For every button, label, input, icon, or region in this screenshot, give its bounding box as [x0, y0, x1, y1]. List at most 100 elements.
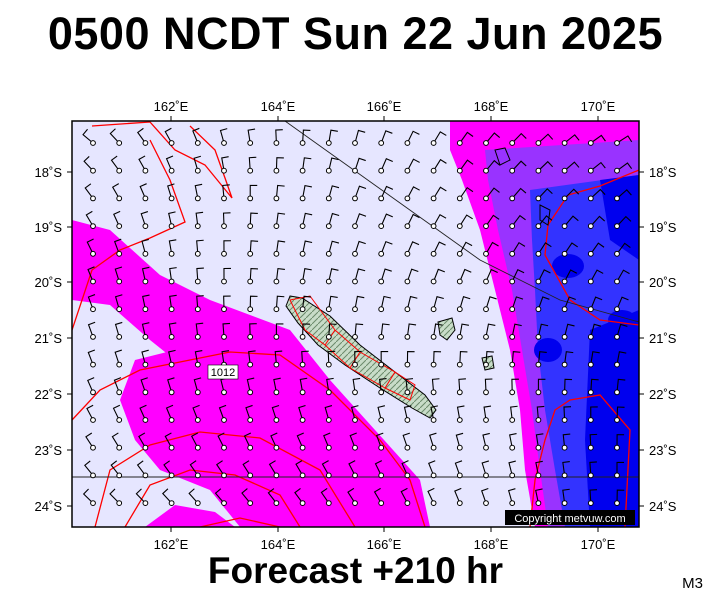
wind-barb [87, 266, 96, 285]
wind-barb [535, 215, 553, 230]
wind-barb [535, 488, 543, 507]
forecast-title: 0500 NCDT Sun 22 Jun 2025 [47, 8, 664, 59]
wind-barb [587, 461, 597, 479]
vanuatu-island [494, 147, 511, 166]
wind-barb [508, 460, 516, 479]
wind-barb [430, 158, 447, 174]
vanuatu-island [539, 204, 551, 226]
wind-barb [114, 294, 123, 313]
wind-barb [221, 267, 231, 285]
lat-label-right: 19˚S [649, 220, 677, 235]
wind-barb [375, 432, 385, 451]
wind-barb [113, 210, 123, 230]
wind-barb [378, 323, 390, 340]
wind-barb [535, 188, 553, 202]
wind-barb [614, 215, 632, 230]
wind-barb [247, 323, 257, 340]
wind-barb [167, 183, 175, 202]
wind-barb [483, 405, 492, 423]
wind-barb [614, 378, 626, 396]
wind-barb [299, 350, 309, 368]
wind-barb [268, 460, 280, 479]
wind-barb [350, 405, 359, 423]
wind-barb [165, 155, 175, 174]
wind-barb [87, 321, 96, 340]
wind-barb [352, 323, 364, 340]
wind-barb [270, 432, 280, 451]
wind-barb [141, 238, 149, 257]
wind-barb [194, 211, 204, 230]
wind-barb [507, 488, 516, 507]
wind-barb [347, 487, 358, 507]
wind-barb [352, 268, 366, 285]
wind-barb [247, 350, 256, 368]
wind-barb [299, 129, 311, 146]
wind-barb [194, 183, 203, 202]
wind-barb [378, 213, 393, 230]
wind-barb [401, 460, 411, 479]
boundary-line [284, 121, 639, 323]
wind-barb [168, 349, 176, 368]
lat-label-right: 24˚S [649, 499, 677, 514]
wind-barb [404, 241, 420, 257]
wind-barb [86, 238, 96, 257]
wind-barb [294, 488, 306, 507]
wind-barb [299, 268, 312, 285]
wind-barb [509, 132, 527, 146]
wind-barb [614, 189, 632, 202]
wind-barb [587, 161, 606, 174]
wind-barb [164, 127, 175, 146]
wind-barb [614, 135, 633, 146]
wind-barb [509, 378, 519, 396]
wind-barb [247, 212, 258, 230]
wind-barb [561, 188, 580, 202]
rain-band-southwest [145, 505, 235, 527]
wind-barb [273, 377, 281, 396]
tick-marks [67, 116, 644, 532]
wind-barb [219, 128, 228, 146]
wind-barb [193, 377, 202, 396]
wind-barb [247, 295, 258, 313]
rain-east-veryheavy-1 [600, 175, 639, 260]
wind-barb [430, 351, 442, 368]
wind-barb [110, 155, 123, 174]
wind-barb [87, 294, 96, 313]
wind-barb [352, 213, 367, 230]
wind-barb [587, 323, 602, 340]
wind-barb [509, 433, 517, 451]
wind-barb [247, 184, 258, 202]
wind-barb [535, 269, 551, 285]
rain-east-veryheavy-2 [585, 310, 639, 527]
wind-barb [377, 405, 386, 423]
wind-barb [587, 296, 603, 313]
wind-barb [193, 155, 202, 174]
wind-barb [535, 242, 552, 257]
wind-barb [456, 268, 472, 285]
wind-barb [214, 488, 227, 507]
lon-label-bottom: 162˚E [154, 537, 189, 552]
wind-barb [587, 433, 598, 451]
isobar [91, 121, 233, 199]
lat-label-left: 22˚S [35, 387, 63, 402]
wind-barb [221, 295, 231, 313]
wind-barb [168, 294, 177, 313]
wind-barb [192, 404, 201, 423]
wind-barb [136, 460, 149, 479]
wind-barb [348, 460, 358, 479]
wind-barb [325, 129, 338, 146]
wind-barb [587, 215, 606, 230]
wind-barb [221, 184, 230, 202]
wind-barb [352, 129, 366, 146]
lat-label-left: 24˚S [35, 499, 63, 514]
lat-label-left: 23˚S [35, 443, 63, 458]
wind-barb [587, 378, 599, 396]
wind-barb [349, 432, 358, 451]
wind-barb [535, 160, 554, 174]
wind-barb [561, 161, 580, 174]
wind-barb [454, 487, 463, 507]
wind-barb [561, 269, 578, 285]
wind-barb [404, 186, 420, 202]
wind-barb [194, 267, 204, 285]
isobar-label: 1012 [211, 367, 235, 379]
wind-barb [84, 460, 96, 479]
